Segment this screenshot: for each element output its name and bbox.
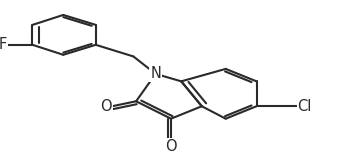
Text: O: O <box>101 99 112 114</box>
Text: N: N <box>150 66 161 81</box>
Text: F: F <box>0 37 7 52</box>
Text: Cl: Cl <box>298 99 312 114</box>
Text: O: O <box>165 139 177 154</box>
